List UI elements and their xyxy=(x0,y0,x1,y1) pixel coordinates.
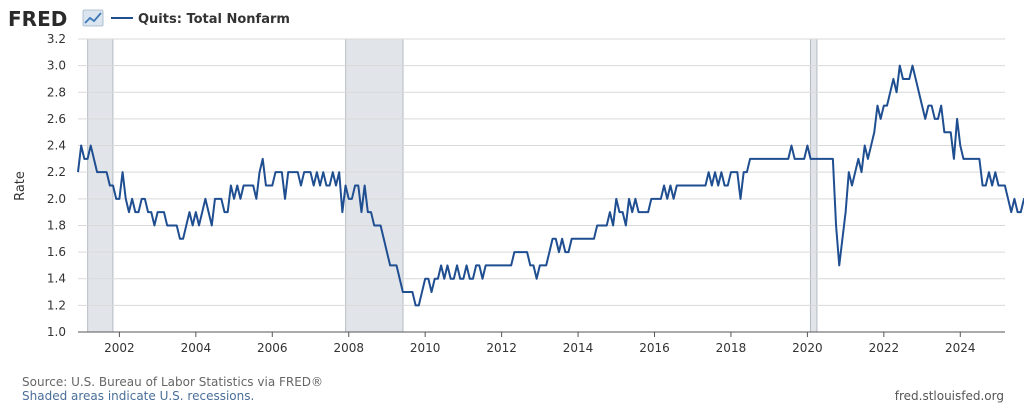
fred-logo-text: FRED xyxy=(8,7,67,31)
x-tick-label: 2008 xyxy=(333,341,364,355)
source-note: Source: U.S. Bureau of Labor Statistics … xyxy=(22,375,324,389)
x-tick-label: 2002 xyxy=(104,341,135,355)
recession-band xyxy=(810,39,817,332)
site-link[interactable]: fred.stlouisfed.org xyxy=(894,389,1004,403)
x-tick-label: 2014 xyxy=(563,341,594,355)
y-tick-label: 2.8 xyxy=(47,85,66,99)
x-tick-label: 2006 xyxy=(257,341,288,355)
recession-bands xyxy=(87,39,818,332)
series-line-quits xyxy=(76,64,1024,307)
y-tick-label: 1.8 xyxy=(47,218,66,232)
y-tick-label: 3.0 xyxy=(47,59,66,73)
y-tick-label: 2.0 xyxy=(47,192,66,206)
recession-note[interactable]: Shaded areas indicate U.S. recessions. xyxy=(22,389,255,403)
y-tick-label: 1.6 xyxy=(47,245,66,259)
y-tick-label: 2.4 xyxy=(47,139,66,153)
fred-chart-icon xyxy=(82,9,104,27)
x-tick-label: 2004 xyxy=(181,341,212,355)
x-tick-label: 2012 xyxy=(486,341,517,355)
chart: FRED Quits: Total Nonfarm 1.01.21.41.61.… xyxy=(8,7,1024,355)
legend: Quits: Total Nonfarm xyxy=(111,12,290,27)
legend-label: Quits: Total Nonfarm xyxy=(138,12,290,27)
recession-band xyxy=(87,39,113,332)
y-tick-label: 2.2 xyxy=(47,165,66,179)
x-tick-label: 2010 xyxy=(410,341,441,355)
fred-logo[interactable]: FRED xyxy=(8,7,104,31)
y-tick-label: 1.0 xyxy=(47,325,66,339)
grid-lines xyxy=(78,38,1005,333)
y-axis: 1.0 1.2 1.4 1.6 1.8 2.0 2.2 2.4 2.6 2.8 3.0 3.2 xyxy=(47,32,66,339)
y-axis-label: Rate xyxy=(13,171,28,201)
x-tick-label: 2016 xyxy=(639,341,670,355)
y-tick-label: 1.4 xyxy=(47,272,66,286)
x-axis: 2002 2004 2006 2008 2010 2012 2014 2016 2018 2020… xyxy=(78,331,1005,355)
x-tick-label: 2022 xyxy=(869,341,900,355)
y-tick-label: 2.6 xyxy=(47,112,66,126)
y-tick-label: 1.2 xyxy=(47,298,66,312)
x-tick-label: 2018 xyxy=(716,341,747,355)
y-tick-label: 3.2 xyxy=(47,32,66,46)
series-group xyxy=(76,64,1024,307)
x-tick-label: 2020 xyxy=(792,341,823,355)
x-tick-label: 2024 xyxy=(945,341,976,355)
